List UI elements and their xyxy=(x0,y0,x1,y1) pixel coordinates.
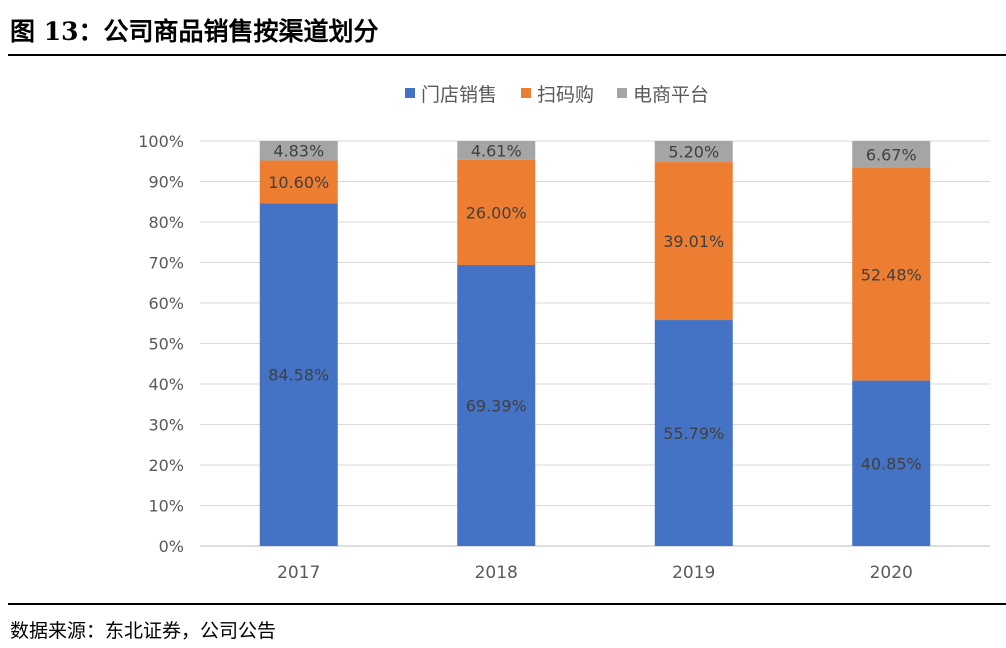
y-tick-label: 40% xyxy=(148,375,184,394)
y-tick-label: 0% xyxy=(159,537,184,556)
y-tick-label: 80% xyxy=(148,213,184,232)
bar-segment xyxy=(457,264,536,546)
data-label: 55.79% xyxy=(663,424,724,443)
x-tick-label: 2018 xyxy=(475,563,518,583)
bar-segment xyxy=(457,159,536,265)
y-tick-label: 90% xyxy=(148,173,184,192)
bar-segment xyxy=(852,141,931,169)
x-tick-label: 2019 xyxy=(672,563,715,583)
bar-segment xyxy=(852,380,931,546)
title-rule xyxy=(8,54,1006,56)
legend-label: 扫码购 xyxy=(537,84,594,106)
data-label: 69.39% xyxy=(466,396,527,415)
x-tick-label: 2020 xyxy=(870,563,913,583)
data-label: 5.20% xyxy=(668,143,719,162)
data-label: 6.67% xyxy=(866,146,917,165)
bar-segment xyxy=(852,168,931,381)
legend-swatch xyxy=(521,88,531,98)
bar-segment xyxy=(259,203,338,547)
data-label: 84.58% xyxy=(268,366,329,385)
data-label: 10.60% xyxy=(268,173,329,192)
data-label: 4.61% xyxy=(471,141,522,160)
data-label: 39.01% xyxy=(663,232,724,251)
legend-swatch xyxy=(617,88,627,98)
bar-segment xyxy=(654,320,733,546)
data-label: 26.00% xyxy=(466,203,527,222)
y-tick-label: 10% xyxy=(148,497,184,516)
source-rule xyxy=(8,603,1006,605)
bar-segment xyxy=(259,140,338,161)
y-tick-label: 100% xyxy=(138,132,184,151)
data-label: 4.83% xyxy=(273,142,324,161)
data-label: 52.48% xyxy=(861,265,922,284)
bar-segment xyxy=(654,141,733,163)
y-tick-label: 60% xyxy=(148,294,184,313)
legend-swatch xyxy=(405,88,415,98)
bar-segment xyxy=(457,141,536,160)
legend-label: 电商平台 xyxy=(633,84,709,106)
x-tick-label: 2017 xyxy=(277,563,320,583)
figure-title: 图 13：公司商品销售按渠道划分 xyxy=(10,17,379,46)
y-tick-label: 20% xyxy=(148,456,184,475)
bar-segment xyxy=(259,160,338,204)
data-label: 40.85% xyxy=(861,454,922,473)
bar-segment xyxy=(654,162,733,321)
y-tick-label: 70% xyxy=(148,254,184,273)
legend-label: 门店销售 xyxy=(421,84,497,106)
y-tick-label: 30% xyxy=(148,416,184,435)
y-tick-label: 50% xyxy=(148,335,184,354)
source-note: 数据来源：东北证券，公司公告 xyxy=(10,620,277,642)
